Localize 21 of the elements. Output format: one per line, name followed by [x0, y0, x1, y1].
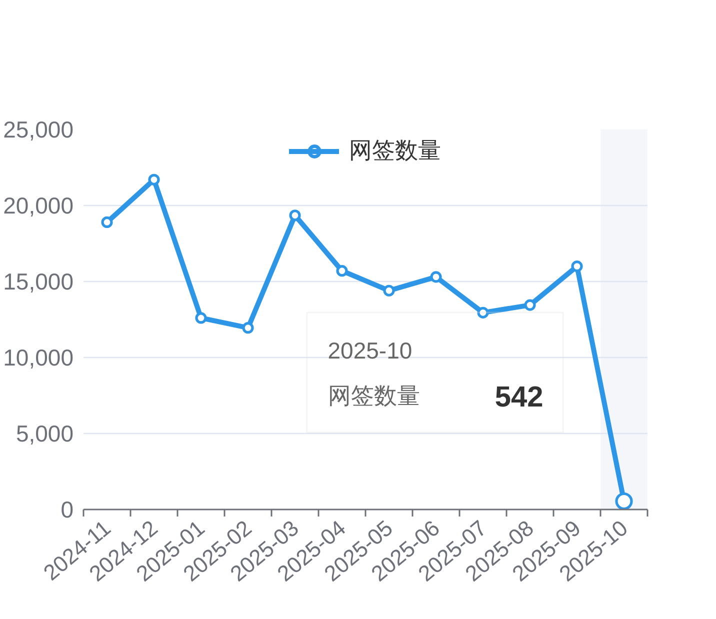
point: [148, 174, 160, 186]
legend-label: 网签数量: [349, 136, 441, 165]
y-tick-label: 0: [60, 496, 74, 522]
y-tick-label: 10,000: [3, 344, 74, 370]
point: [430, 271, 442, 283]
point: [477, 306, 489, 318]
point: [336, 265, 348, 277]
text: 网签数量: [328, 382, 420, 408]
point: [101, 216, 113, 228]
annotation: 542: [494, 382, 544, 414]
annotation: 2025-10: [328, 338, 412, 364]
y-tick-label: 15,000: [3, 268, 74, 294]
point: [289, 210, 301, 222]
point: [242, 322, 254, 334]
point: [383, 284, 395, 296]
point: [524, 299, 536, 311]
y-tick-label: 5,000: [16, 420, 74, 446]
y-tick-label: 25,000: [3, 116, 74, 142]
point: [195, 312, 207, 324]
y-tick-label: 20,000: [3, 192, 74, 218]
point: [571, 260, 583, 272]
